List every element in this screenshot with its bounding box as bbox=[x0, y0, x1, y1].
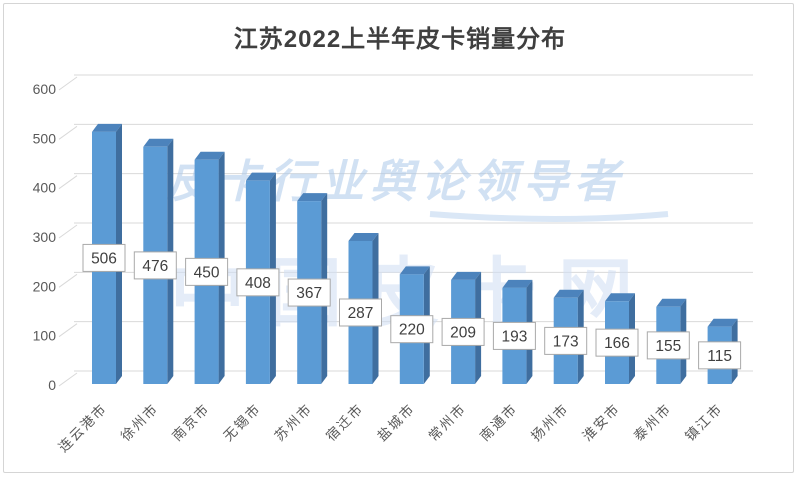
bar-value-label: 209 bbox=[450, 324, 476, 341]
bar-top-face bbox=[143, 138, 174, 147]
bar-top-face bbox=[502, 279, 533, 288]
bar-top-face bbox=[553, 289, 584, 298]
x-category-label: 泰州市 bbox=[630, 400, 674, 444]
bar-value-label: 287 bbox=[348, 305, 374, 322]
y-tick-label: 300 bbox=[33, 229, 57, 245]
bar-value-label: 166 bbox=[604, 335, 630, 352]
bar-value-label: 155 bbox=[655, 338, 681, 355]
x-category-label: 连云港市 bbox=[55, 400, 110, 455]
y-tick-mark bbox=[58, 175, 78, 190]
bar-value-label: 506 bbox=[91, 250, 117, 267]
bar-top-face bbox=[297, 193, 328, 202]
bar-value-label: 408 bbox=[245, 275, 271, 292]
bar-top-face bbox=[194, 151, 225, 160]
bar-top-face bbox=[451, 271, 482, 280]
y-tick-mark bbox=[58, 323, 78, 338]
y-tick-mark bbox=[58, 273, 78, 288]
bar-top-face bbox=[92, 123, 122, 132]
bar-value-box bbox=[646, 331, 690, 360]
y-tick-label: 200 bbox=[33, 278, 57, 294]
y-tick-label: 500 bbox=[33, 130, 57, 146]
watermark-slogan: 皮卡行业舆论领导者 bbox=[165, 156, 625, 207]
y-tick-mark bbox=[58, 125, 78, 140]
y-tick-mark bbox=[58, 224, 78, 239]
bar-value-box bbox=[698, 341, 742, 370]
bar-value-box bbox=[339, 298, 382, 327]
bar-top-face bbox=[656, 298, 687, 307]
bar-value-box bbox=[595, 328, 639, 357]
bar-value-box bbox=[544, 326, 588, 355]
watermark-underline bbox=[429, 211, 669, 222]
x-category-label: 镇江市 bbox=[682, 400, 726, 444]
bar-value-label: 367 bbox=[296, 285, 322, 302]
y-tick-mark bbox=[58, 76, 78, 91]
bar-value-box bbox=[287, 278, 331, 307]
bar-value-label: 173 bbox=[553, 333, 579, 350]
y-tick-label: 400 bbox=[33, 180, 57, 196]
bar-value-box bbox=[82, 243, 126, 272]
bar-value-label: 450 bbox=[194, 264, 220, 281]
chart-title: 江苏2022上半年皮卡销量分布 bbox=[233, 26, 567, 53]
bar-value-label: 115 bbox=[707, 348, 732, 365]
y-tick-label: 0 bbox=[48, 377, 56, 393]
x-category-label: 常州市 bbox=[425, 400, 469, 444]
bar-top-face bbox=[399, 266, 430, 275]
x-category-label: 南通市 bbox=[476, 400, 520, 444]
bar-top-face bbox=[245, 172, 276, 181]
y-tick-mark bbox=[58, 372, 78, 387]
bar-value-label: 476 bbox=[142, 258, 168, 275]
bar-value-label: 220 bbox=[399, 322, 425, 339]
x-category-label: 淮安市 bbox=[579, 400, 623, 444]
x-category-label: 徐州市 bbox=[117, 400, 161, 444]
bar-value-box bbox=[133, 251, 177, 280]
x-category-label: 苏州市 bbox=[271, 400, 315, 444]
x-category-label: 扬州市 bbox=[528, 400, 572, 444]
x-category-label: 盐城市 bbox=[374, 400, 418, 444]
bar-value-box bbox=[390, 315, 434, 344]
x-category-label: 南京市 bbox=[169, 400, 213, 444]
bar-top-face bbox=[605, 293, 635, 302]
bar-value-label: 193 bbox=[501, 328, 527, 345]
bar-value-box bbox=[441, 317, 485, 346]
bar-top-face bbox=[348, 232, 379, 241]
bar-value-box bbox=[492, 321, 536, 350]
y-tick-label: 100 bbox=[33, 328, 57, 344]
x-category-label: 无锡市 bbox=[220, 400, 264, 444]
x-category-label: 宿迁市 bbox=[322, 400, 366, 444]
bar-top-face bbox=[707, 318, 738, 327]
y-tick-label: 600 bbox=[33, 81, 57, 97]
bar-value-box bbox=[185, 257, 229, 286]
bar-value-box bbox=[236, 268, 280, 297]
